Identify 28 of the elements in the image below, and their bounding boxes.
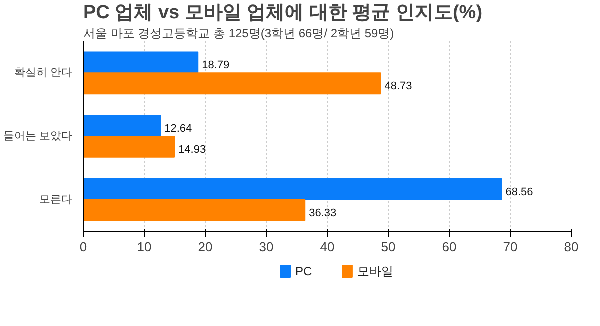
x-tick-label: 70	[503, 240, 518, 254]
x-tick-label: 20	[198, 240, 213, 254]
data-label: 14.93	[178, 144, 206, 156]
x-tick-label: 60	[442, 240, 457, 254]
legend-label: PC	[296, 264, 313, 278]
legend-label: 모바일	[357, 264, 394, 278]
bar	[84, 115, 162, 137]
bar	[84, 52, 199, 74]
bar	[84, 199, 306, 222]
x-tick-label: 50	[381, 240, 396, 254]
data-label: 36.33	[309, 207, 337, 220]
x-tick-label: 30	[259, 240, 274, 254]
x-tick-label: 40	[320, 240, 335, 254]
data-label: 12.64	[164, 123, 192, 136]
bar	[84, 178, 502, 200]
y-tick-label: 들어는 보았다	[3, 130, 73, 142]
y-tick-label: 모른다	[40, 194, 72, 206]
chart-title: PC 업체 vs 모바일 업체에 대한 평균 인지도(%)	[84, 2, 483, 24]
chart-subtitle: 서울 마포 경성고등학교 총 125명(3학년 66명/ 2학년 59명)	[84, 26, 394, 40]
data-label: 48.73	[384, 80, 412, 93]
x-tick-label: 0	[80, 240, 88, 254]
bar	[84, 72, 382, 95]
data-label: 18.79	[202, 60, 230, 72]
y-tick-label: 확실히 안다	[14, 67, 73, 80]
x-tick-label: 10	[137, 240, 152, 254]
data-label: 68.56	[506, 186, 534, 198]
x-tick-label: 80	[564, 240, 579, 254]
bar	[84, 136, 176, 158]
